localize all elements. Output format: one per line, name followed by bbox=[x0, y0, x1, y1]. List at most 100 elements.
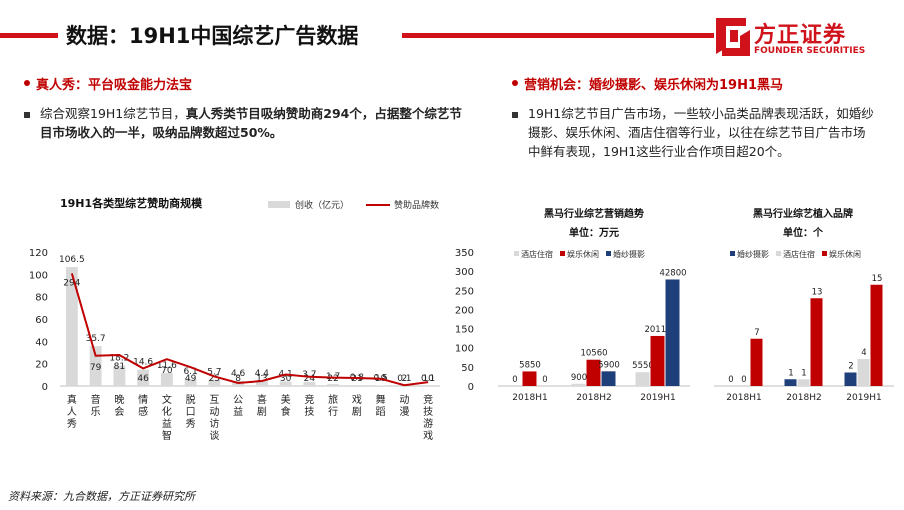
x-tick-label: 口 bbox=[186, 407, 196, 418]
header-rule-right bbox=[402, 33, 714, 38]
bar bbox=[635, 372, 650, 386]
x-tick-label: 秀 bbox=[67, 418, 77, 430]
y-right-tick: 50 bbox=[461, 363, 474, 374]
red-bullet-icon bbox=[512, 80, 518, 86]
bar bbox=[857, 359, 870, 386]
bar-data-label: 1 bbox=[801, 368, 806, 378]
legend-label: 酒店住宿 bbox=[783, 249, 815, 259]
y-right-tick: 0 bbox=[468, 382, 474, 393]
x-tick-label: 游 bbox=[423, 417, 433, 430]
x-tick-label: 戏 bbox=[423, 430, 433, 442]
y-right-tick: 200 bbox=[455, 305, 474, 316]
bar bbox=[665, 279, 680, 386]
x-tick-label: 剧 bbox=[257, 406, 267, 418]
chart-title: 黑马行业综艺植入品牌 bbox=[753, 207, 853, 220]
legend-label: 娱乐休闲 bbox=[567, 249, 599, 259]
y-left-tick: 120 bbox=[29, 248, 48, 259]
legend-swatch bbox=[606, 251, 611, 256]
line-data-label: 25 bbox=[209, 374, 220, 384]
chart-title: 黑马行业综艺营销趋势 bbox=[544, 207, 644, 220]
y-left-tick: 0 bbox=[42, 382, 48, 393]
x-tick-label: 2019H1 bbox=[640, 393, 675, 403]
x-tick-label: 美 bbox=[281, 393, 291, 406]
legend-label: 婚纱摄影 bbox=[613, 249, 645, 259]
bar-data-label: 4 bbox=[861, 348, 866, 358]
line-data-label: 24 bbox=[304, 374, 316, 384]
chart-sponsor-scale: 19H1各类型综艺赞助商规模 创收（亿元） 赞助品牌数020406080100120… bbox=[29, 196, 474, 442]
x-tick-label: 剧 bbox=[352, 406, 362, 418]
x-tick-label: 动 bbox=[209, 406, 219, 418]
x-tick-label: 公 bbox=[233, 395, 243, 406]
bar-data-label: 5850 bbox=[519, 360, 541, 370]
x-tick-label: 音 bbox=[91, 393, 101, 406]
line-data-label: 30 bbox=[280, 374, 292, 384]
right-section-heading: 营销机会：婚纱摄影、娱乐休闲为19H1黑马 bbox=[524, 78, 784, 93]
legend-swatch bbox=[514, 251, 519, 256]
right-paragraph: 19H1综艺节目广告市场，一些较小品类品牌表现活跃，如婚纱摄影、娱乐休闲、酒店住… bbox=[528, 106, 874, 159]
bar bbox=[870, 284, 883, 386]
x-tick-label: 化 bbox=[162, 405, 172, 418]
x-tick-label: 益 bbox=[162, 417, 172, 430]
bar-revenue bbox=[137, 369, 150, 386]
square-bullet-icon bbox=[512, 112, 518, 118]
x-tick-label: 2019H1 bbox=[846, 393, 881, 403]
bar-data-label: 4.4 bbox=[255, 369, 270, 379]
bar bbox=[750, 338, 763, 386]
line-data-label: 70 bbox=[161, 366, 173, 376]
bar bbox=[797, 379, 810, 386]
square-bullet-icon bbox=[24, 112, 30, 118]
x-tick-label: 晚 bbox=[114, 394, 124, 406]
bar-data-label: 5550 bbox=[632, 361, 654, 371]
legend-swatch-bar bbox=[268, 201, 290, 208]
bar-data-label: 5.7 bbox=[207, 368, 221, 378]
bar bbox=[522, 371, 537, 386]
bar-data-label: 0 bbox=[512, 375, 517, 385]
x-tick-label: 2018H1 bbox=[726, 393, 761, 403]
bar-data-label: 4.6 bbox=[231, 369, 246, 379]
x-tick-label: 人 bbox=[67, 406, 77, 418]
bar-data-label: 6.1 bbox=[183, 367, 197, 377]
x-tick-label: 脱 bbox=[186, 393, 196, 406]
bar-data-label: 15 bbox=[872, 274, 883, 284]
bar-data-label: 0.1 bbox=[397, 374, 411, 384]
bar-data-label: 5900 bbox=[598, 360, 620, 370]
y-left-tick: 80 bbox=[35, 293, 48, 304]
bar-revenue bbox=[374, 385, 387, 386]
bar-data-label: 20110 bbox=[644, 325, 671, 335]
bar-revenue bbox=[160, 373, 173, 386]
logo-subtitle: FOUNDER SECURITIES bbox=[754, 46, 866, 56]
x-tick-label: 动 bbox=[399, 394, 409, 406]
bar-revenue bbox=[279, 381, 292, 386]
bar bbox=[601, 371, 616, 386]
bar-revenue bbox=[303, 381, 316, 386]
line-data-label: 2 bbox=[402, 374, 408, 384]
line-data-label: 22 bbox=[327, 374, 338, 384]
legend-label-bar: 创收（亿元） bbox=[295, 199, 349, 211]
bar-data-label: 18.2 bbox=[109, 354, 129, 364]
bar-data-label: 3.7 bbox=[302, 370, 316, 380]
bar-data-label: 42800 bbox=[659, 268, 686, 278]
bar-revenue bbox=[65, 267, 78, 386]
x-tick-label: 舞 bbox=[376, 394, 386, 406]
x-tick-label: 益 bbox=[233, 405, 243, 418]
x-tick-label: 喜 bbox=[257, 393, 267, 406]
x-tick-label: 访 bbox=[209, 418, 219, 430]
line-data-label: 21 bbox=[351, 374, 362, 384]
legend-swatch bbox=[730, 251, 735, 256]
x-tick-label: 漫 bbox=[399, 406, 409, 418]
line-brand-count bbox=[70, 273, 429, 387]
x-tick-label: 情 bbox=[138, 393, 148, 406]
line-data-label: 13 bbox=[256, 374, 267, 384]
bar-data-label: 11.6 bbox=[157, 361, 177, 371]
bar-revenue bbox=[113, 365, 126, 386]
source-note: 资料来源：九合数据，方正证券研究所 bbox=[8, 490, 195, 503]
y-left-tick: 40 bbox=[35, 337, 48, 348]
bar-data-label: 1 bbox=[788, 368, 793, 378]
bar bbox=[784, 379, 797, 386]
x-tick-label: 技 bbox=[304, 405, 314, 418]
bar-data-label: 0.1 bbox=[421, 374, 435, 384]
x-tick-label: 2018H2 bbox=[786, 393, 821, 403]
left-section-heading: 真人秀：平台吸金能力法宝 bbox=[36, 78, 193, 93]
